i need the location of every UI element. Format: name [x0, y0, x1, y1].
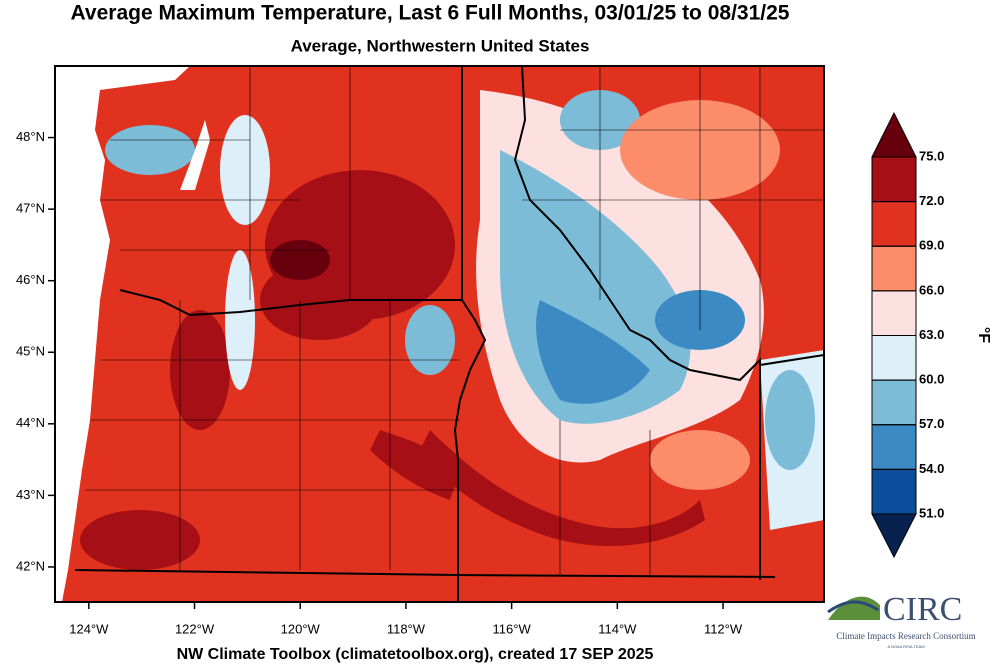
heat-area [270, 240, 330, 280]
state-borders [55, 66, 824, 602]
x-tick-label: 122°W [175, 621, 215, 636]
logo-name: CIRC [883, 591, 962, 628]
heat-area [170, 310, 230, 430]
colorbar-unit: °F [975, 327, 991, 343]
logo-hills [828, 596, 880, 620]
y-tick-label: 44°N [16, 415, 45, 430]
puget-sound [180, 100, 210, 190]
heat-area [420, 430, 705, 547]
colorbar-band [871, 379, 917, 426]
subtitle: Average, Northwestern United States [291, 36, 590, 55]
x-tick-label: 116°W [493, 621, 532, 636]
colorbar-tick-label: 72.0 [919, 193, 944, 208]
logo-stripe [827, 600, 879, 614]
y-tick-label: 42°N [16, 558, 45, 573]
colorbar-under [871, 513, 917, 559]
map-frame [54, 65, 825, 603]
logo-full-name: Climate Impacts Research Consortium [836, 631, 975, 641]
colorbar-tick-label: 63.0 [919, 327, 944, 342]
y-tick-label: 48°N [16, 129, 45, 144]
x-tick-label: 118°W [387, 621, 426, 636]
colorbar-band [871, 201, 917, 247]
map-field [55, 66, 824, 602]
cool-area [225, 250, 255, 390]
colorbar-tick-label: 60.0 [919, 372, 944, 387]
colorbar-band [871, 468, 917, 515]
cool-area [105, 125, 195, 175]
logo: CIRC Climate Impacts Research Consortium… [827, 591, 976, 649]
colorbar-band [871, 335, 917, 381]
y-tick-label: 45°N [16, 344, 45, 359]
colorbar-tick-label: 54.0 [919, 461, 944, 476]
cool-area [220, 115, 270, 225]
heat-area [370, 430, 460, 500]
colorbar-tick-label: 57.0 [919, 416, 944, 431]
county-borders [85, 66, 824, 575]
colorbar-tick-label: 69.0 [919, 238, 944, 253]
colorbar-band [871, 424, 917, 470]
cool-area [765, 370, 815, 470]
colorbar-band [871, 245, 917, 292]
x-tick-label: 114°W [598, 621, 637, 636]
cool-area [536, 300, 650, 404]
colorbar: 75.0 72.0 69.0 66.0 63.0 60.0 57.0 54.0 51.0 [871, 111, 944, 559]
mild-area [650, 430, 750, 490]
colorbar-tick-label: 75.0 [919, 148, 944, 163]
x-tick-label: 124°W [69, 621, 109, 636]
x-tick-label: 112°W [704, 621, 743, 636]
ocean [55, 66, 190, 602]
x-tick-label: 120°W [281, 621, 321, 636]
colorbar-tick-label: 51.0 [919, 505, 944, 520]
logo-tagline: A NOAA RISA TEAM [887, 644, 924, 649]
colorbar-tick-label: 66.0 [919, 282, 944, 297]
colorbar-band [871, 290, 917, 336]
footer: NW Climate Toolbox (climatetoolbox.org),… [177, 646, 654, 663]
title: Average Maximum Temperature, Last 6 Full… [71, 2, 790, 25]
y-tick-label: 47°N [16, 201, 45, 216]
heat-area [80, 510, 200, 570]
colorbar-over [871, 111, 917, 158]
cool-area [405, 305, 455, 375]
y-tick-label: 46°N [16, 272, 45, 287]
axis-ticks: 124°W 122°W 120°W 118°W 116°W 114°W 112°W 48°N 4… [16, 129, 743, 636]
colorbar-band [871, 156, 917, 203]
y-tick-label: 43°N [16, 487, 45, 502]
